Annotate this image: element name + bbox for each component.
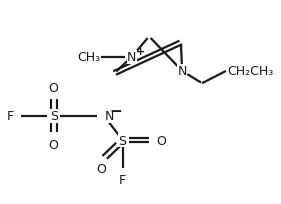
Text: S: S: [50, 110, 58, 123]
Text: −: −: [110, 104, 122, 119]
Text: S: S: [119, 134, 126, 147]
Text: O: O: [96, 162, 106, 175]
Text: O: O: [49, 81, 59, 94]
Text: N: N: [127, 51, 137, 64]
Text: N: N: [105, 110, 114, 123]
Text: O: O: [157, 134, 166, 147]
Text: CH₃: CH₃: [77, 51, 100, 64]
Text: F: F: [7, 110, 14, 123]
Text: +: +: [136, 47, 145, 57]
Text: N: N: [178, 65, 187, 78]
Text: O: O: [49, 138, 59, 151]
Text: F: F: [119, 174, 126, 186]
Text: CH₂CH₃: CH₂CH₃: [227, 65, 273, 78]
